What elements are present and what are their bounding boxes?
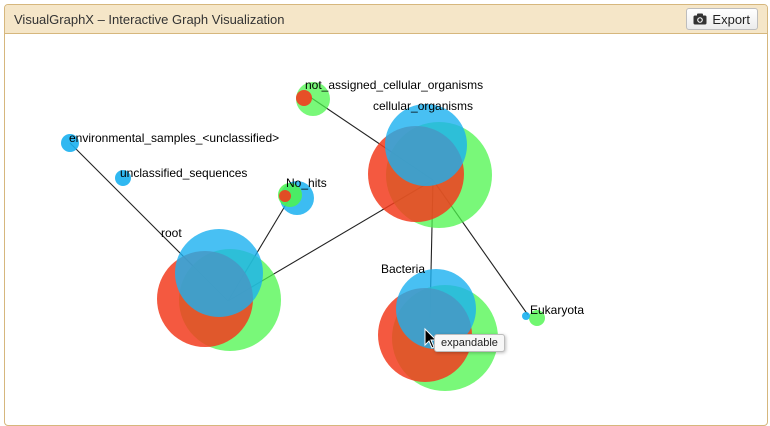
node-label-env-samples: environmental_samples_<unclassified>	[69, 131, 279, 145]
node-label-cellular-organisms: cellular_organisms	[373, 99, 473, 113]
node-label-unclassified: unclassified_sequences	[120, 166, 247, 180]
graph-node-env-samples[interactable]	[61, 134, 79, 152]
graph-node-eukaryota[interactable]	[522, 310, 545, 326]
graph-node-not-assigned[interactable]	[296, 82, 330, 116]
panel-title: VisualGraphX – Interactive Graph Visuali…	[14, 12, 285, 27]
camera-icon	[693, 13, 707, 25]
graph-node-bacteria[interactable]	[378, 269, 498, 391]
tooltip: expandable	[434, 334, 505, 352]
graph-node-cellular-organisms[interactable]	[368, 104, 492, 228]
node-label-eukaryota: Eukaryota	[530, 303, 584, 317]
node-label-no-hits: No_hits	[286, 176, 327, 190]
graph-node-root[interactable]	[157, 229, 281, 351]
graph-node-no-hits[interactable]	[278, 181, 314, 215]
export-label: Export	[712, 11, 750, 27]
node-label-not-assigned: not_assigned_cellular_organisms	[305, 78, 483, 92]
export-button[interactable]: Export	[686, 8, 758, 30]
panel-header: VisualGraphX – Interactive Graph Visuali…	[5, 5, 767, 34]
node-label-bacteria: Bacteria	[381, 262, 425, 276]
node-label-root: root	[161, 226, 182, 240]
graph-node-unclassified[interactable]	[115, 170, 131, 186]
